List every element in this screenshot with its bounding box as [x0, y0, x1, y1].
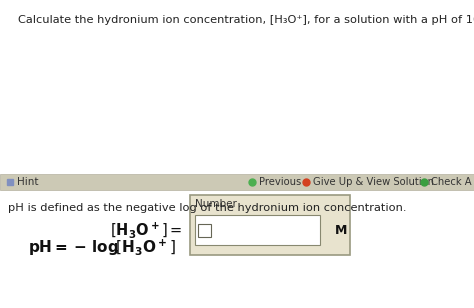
Bar	[190, 195, 350, 255]
Bar	[0, 190, 474, 308]
Text: Give Up & View Solution: Give Up & View Solution	[313, 177, 434, 187]
Text: Check A: Check A	[431, 177, 472, 187]
Text: Previous: Previous	[259, 177, 301, 187]
Text: $\left[\mathbf{H_3O^+}\right] =$: $\left[\mathbf{H_3O^+}\right] =$	[109, 220, 182, 240]
Bar	[0, 174, 474, 190]
Text: Calculate the hydronium ion concentration, [H₃O⁺], for a solution with a pH of 1: Calculate the hydronium ion concentratio…	[18, 15, 474, 25]
Text: Hint: Hint	[17, 177, 38, 187]
Text: pH is defined as the negative log of the hydronium ion concentration.: pH is defined as the negative log of the…	[8, 203, 407, 213]
Text: Number: Number	[195, 199, 237, 209]
Bar	[198, 224, 211, 237]
Text: $\mathbf{pH = -\,log\!\left[H_3O^+\right]}$: $\mathbf{pH = -\,log\!\left[H_3O^+\right…	[28, 238, 176, 258]
Bar	[195, 215, 320, 245]
Text: M: M	[335, 224, 347, 237]
